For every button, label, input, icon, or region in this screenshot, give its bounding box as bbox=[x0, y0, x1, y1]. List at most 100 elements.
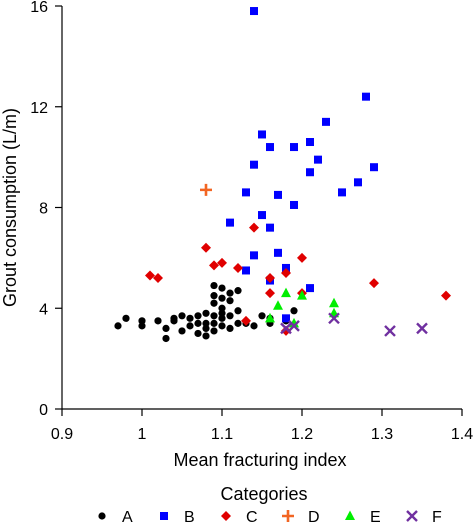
point-c bbox=[265, 273, 275, 284]
point-a bbox=[210, 281, 218, 290]
point-b bbox=[266, 143, 274, 152]
point-b bbox=[274, 190, 282, 199]
point-a bbox=[162, 334, 170, 343]
point-a bbox=[234, 287, 242, 295]
point-a bbox=[202, 309, 210, 317]
point-b bbox=[354, 178, 362, 187]
x-tick-label: 1.1 bbox=[211, 426, 233, 443]
point-a bbox=[218, 314, 226, 322]
legend-label: B bbox=[184, 509, 195, 523]
x-tick-label: 1.3 bbox=[371, 426, 393, 443]
point-c bbox=[369, 278, 379, 289]
y-tick-label: 4 bbox=[39, 301, 48, 318]
point-a bbox=[210, 319, 218, 327]
point-e bbox=[265, 312, 275, 323]
point-c bbox=[441, 290, 451, 301]
legend-item-e: E bbox=[345, 509, 381, 523]
point-a bbox=[202, 319, 210, 327]
point-b bbox=[258, 130, 266, 139]
point-a bbox=[218, 304, 226, 312]
point-b bbox=[322, 117, 330, 126]
point-b bbox=[306, 138, 314, 147]
point-a bbox=[226, 289, 234, 297]
point-c bbox=[241, 315, 251, 326]
legend-item-a: A bbox=[98, 509, 133, 523]
axes: 0.9 1 1.1 1.2 1.3 1.4 0 4 8 12 16 bbox=[30, 0, 473, 443]
legend-marker-a bbox=[98, 512, 106, 520]
legend-item-f: F bbox=[406, 509, 442, 523]
x-tick-label: 1.2 bbox=[291, 426, 313, 443]
point-b bbox=[250, 160, 258, 169]
legend-label: D bbox=[308, 509, 320, 523]
point-a bbox=[226, 297, 234, 305]
point-a bbox=[218, 322, 226, 330]
data-points bbox=[114, 7, 451, 343]
point-a bbox=[122, 314, 130, 322]
point-a bbox=[186, 322, 194, 330]
point-a bbox=[234, 319, 242, 327]
point-a bbox=[290, 307, 298, 315]
legend-item-c: C bbox=[221, 509, 258, 523]
point-a bbox=[258, 312, 266, 320]
point-a bbox=[138, 317, 146, 325]
point-b bbox=[290, 200, 298, 209]
x-axis-title: Mean fracturing index bbox=[173, 450, 346, 470]
point-c bbox=[201, 242, 211, 253]
point-f bbox=[328, 312, 340, 325]
point-a bbox=[234, 307, 242, 315]
point-b bbox=[250, 7, 258, 16]
point-c bbox=[297, 252, 307, 263]
point-c bbox=[265, 288, 275, 299]
point-b bbox=[314, 155, 322, 164]
point-b bbox=[242, 266, 250, 275]
legend-marker-d bbox=[282, 510, 294, 522]
point-f bbox=[384, 325, 396, 337]
point-e bbox=[281, 287, 291, 298]
legend-label: C bbox=[246, 509, 258, 523]
x-tick-label: 1 bbox=[138, 426, 147, 443]
legend-label: F bbox=[432, 509, 442, 523]
x-tick-label: 1.4 bbox=[451, 426, 473, 443]
point-b bbox=[306, 168, 314, 177]
point-f bbox=[280, 322, 292, 335]
point-c bbox=[217, 257, 227, 268]
point-a bbox=[250, 322, 258, 330]
point-a bbox=[194, 329, 202, 338]
point-b bbox=[274, 248, 282, 257]
point-b bbox=[306, 284, 314, 293]
point-a bbox=[210, 312, 218, 320]
y-tick-label: 8 bbox=[39, 201, 48, 218]
y-tick-label: 16 bbox=[30, 0, 48, 16]
y-axis-title: Grout consumption (L/m) bbox=[0, 108, 20, 307]
point-b bbox=[226, 218, 234, 227]
series-b bbox=[226, 7, 378, 323]
point-e bbox=[329, 297, 339, 308]
point-c bbox=[233, 262, 243, 273]
x-tick-label: 0.9 bbox=[51, 426, 73, 443]
legend-label: E bbox=[370, 509, 381, 523]
point-a bbox=[170, 314, 178, 322]
point-a bbox=[202, 332, 210, 340]
point-c bbox=[281, 325, 291, 336]
point-b bbox=[266, 223, 274, 232]
point-e bbox=[297, 290, 307, 300]
point-a bbox=[202, 324, 210, 332]
legend-marker-c bbox=[221, 511, 231, 521]
point-b bbox=[370, 163, 378, 172]
point-b bbox=[242, 188, 250, 197]
point-c bbox=[281, 267, 291, 278]
legend-item-d: D bbox=[282, 509, 320, 523]
legend-marker-b bbox=[160, 512, 168, 520]
point-c bbox=[153, 273, 163, 284]
point-a bbox=[186, 314, 194, 322]
point-a bbox=[226, 324, 234, 332]
point-b bbox=[250, 251, 258, 260]
point-a bbox=[210, 299, 218, 307]
point-b bbox=[290, 143, 298, 152]
point-a bbox=[178, 327, 186, 335]
point-c bbox=[145, 270, 155, 281]
point-b bbox=[282, 314, 290, 323]
point-b bbox=[258, 211, 266, 220]
legend: Categories A B C D E F bbox=[98, 484, 442, 523]
